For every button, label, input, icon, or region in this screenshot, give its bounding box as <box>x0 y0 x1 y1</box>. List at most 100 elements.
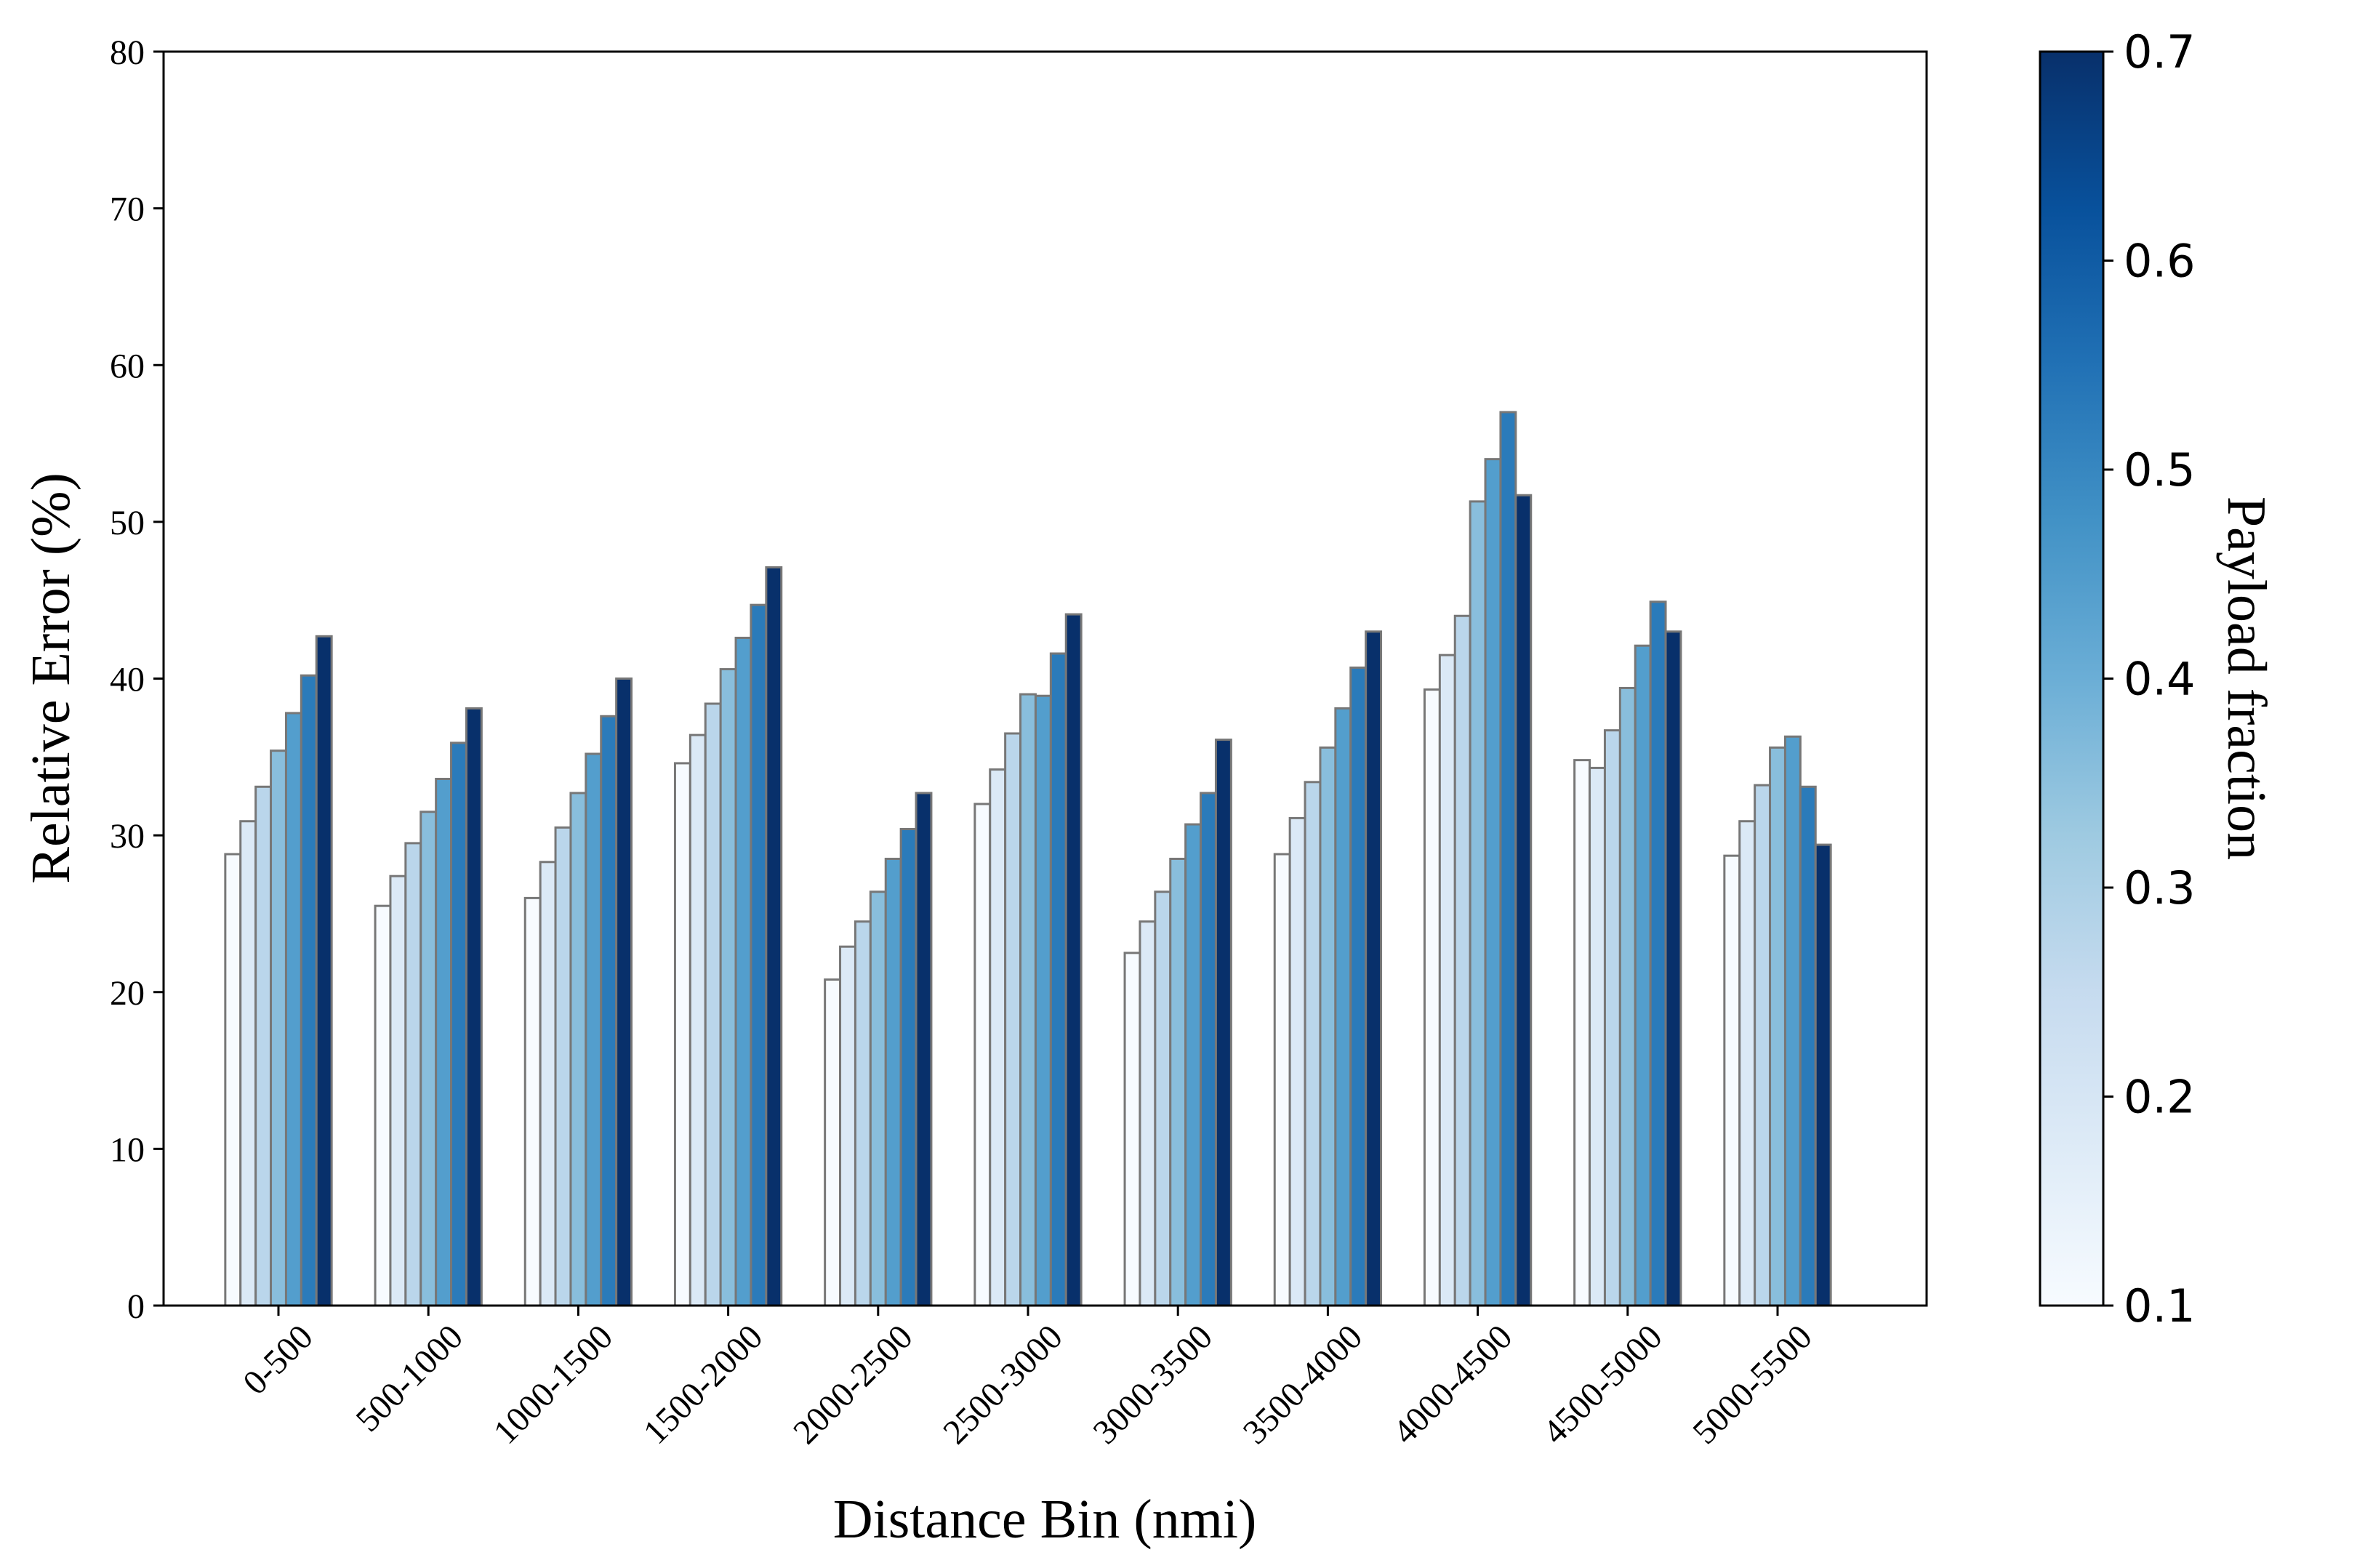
bar <box>1649 600 1667 1307</box>
bar <box>1139 920 1157 1307</box>
colorbar-tick-label: 0.2 <box>2124 1071 2196 1124</box>
y-tick-label: 10 <box>110 1130 145 1169</box>
x-axis-label: Distance Bin (nmi) <box>833 1489 1257 1550</box>
bar <box>1754 784 1772 1307</box>
bar <box>704 702 722 1307</box>
y-axis: 0 10 20 30 40 50 60 70 80 <box>110 33 164 1326</box>
bar <box>1200 792 1217 1307</box>
bar <box>1184 823 1202 1307</box>
bar <box>1319 746 1337 1307</box>
bar <box>1738 820 1756 1307</box>
bar <box>284 712 302 1307</box>
bar <box>1769 746 1786 1307</box>
bar <box>1154 890 1172 1307</box>
bar <box>569 792 587 1307</box>
colorbar-tick-label: 0.1 <box>2124 1279 2196 1332</box>
bar <box>523 896 542 1307</box>
bar <box>1349 666 1368 1307</box>
bar <box>989 768 1007 1307</box>
bar <box>300 674 318 1307</box>
bar <box>1123 952 1141 1307</box>
x-tick-label: 1500-2000 <box>636 1317 771 1452</box>
bar <box>239 820 257 1307</box>
y-tick-label: 0 <box>127 1287 145 1326</box>
bar <box>1064 613 1083 1307</box>
bar <box>1453 614 1471 1307</box>
bar <box>1034 694 1052 1307</box>
y-tick-label: 20 <box>110 974 145 1013</box>
bar <box>450 741 467 1307</box>
y-tick-label: 80 <box>110 33 145 72</box>
bar <box>869 890 887 1307</box>
colorbar-gradient <box>2039 50 2105 1307</box>
plot-frame <box>162 50 1928 1307</box>
bar <box>899 828 918 1307</box>
x-tick-label: 2000-2500 <box>786 1317 920 1452</box>
bar <box>404 842 422 1307</box>
colorbar-tick-label: 0.5 <box>2124 443 2196 496</box>
x-tick-label: 0-500 <box>236 1317 321 1402</box>
bar <box>884 857 902 1307</box>
bar <box>1783 735 1802 1307</box>
bar <box>973 803 992 1307</box>
bar <box>673 762 691 1307</box>
colorbar-tick-label: 0.7 <box>2124 25 2196 79</box>
bar <box>750 603 768 1307</box>
bar <box>554 826 572 1307</box>
bar <box>839 945 856 1307</box>
x-tick-label: 500-1000 <box>348 1317 470 1439</box>
x-axis: 0-500 500-1000 1000-1500 1500-2000 2000-2500… <box>236 1306 1820 1452</box>
bar <box>854 920 872 1307</box>
x-tick-label: 5000-5500 <box>1685 1317 1820 1452</box>
bar <box>719 668 737 1307</box>
y-tick-label: 40 <box>110 661 145 699</box>
bar <box>1664 630 1682 1307</box>
y-tick-label: 50 <box>110 504 145 542</box>
bar <box>1589 766 1606 1307</box>
bar <box>1573 759 1591 1307</box>
colorbar-tick-label: 0.6 <box>2124 235 2196 288</box>
y-axis-label: Relative Error (%) <box>20 473 81 884</box>
bar <box>224 853 242 1307</box>
bar <box>1049 652 1067 1307</box>
bar <box>1288 816 1306 1307</box>
bar <box>615 678 633 1307</box>
bar <box>765 566 783 1307</box>
bar <box>1019 693 1037 1307</box>
bar <box>315 635 333 1307</box>
bar <box>1169 857 1187 1307</box>
bar <box>1469 500 1487 1307</box>
y-tick-label: 30 <box>110 817 145 856</box>
bars-layer <box>224 411 1832 1307</box>
bar <box>1004 732 1022 1307</box>
bar <box>1273 853 1291 1307</box>
y-tick-label: 70 <box>110 190 145 229</box>
bar <box>1304 781 1322 1307</box>
x-tick-label: 3500-4000 <box>1236 1317 1370 1452</box>
x-tick-label: 4500-5000 <box>1535 1317 1670 1452</box>
x-tick-label: 4000-4500 <box>1386 1317 1520 1452</box>
bar <box>824 978 842 1307</box>
bar <box>254 785 273 1307</box>
x-tick-label: 2500-3000 <box>936 1317 1070 1452</box>
bar <box>585 752 603 1307</box>
bar <box>435 778 453 1307</box>
bar <box>1214 739 1232 1307</box>
bar <box>389 875 407 1307</box>
x-tick-label: 1000-1500 <box>486 1317 621 1452</box>
bar <box>915 792 933 1307</box>
bar <box>600 715 618 1307</box>
bar <box>688 733 707 1307</box>
bar <box>374 904 392 1307</box>
colorbar-tick-label: 0.3 <box>2124 861 2196 914</box>
colorbar: 0.1 0.2 0.3 0.4 0.5 0.6 0.7 <box>2039 25 2196 1332</box>
y-tick-label: 60 <box>110 347 145 385</box>
bar <box>1514 494 1533 1307</box>
x-tick-label: 3000-3500 <box>1085 1317 1220 1452</box>
bar <box>1634 644 1652 1307</box>
bar <box>1484 458 1502 1307</box>
bar <box>1438 654 1456 1307</box>
bar <box>1365 630 1383 1307</box>
bar <box>1603 729 1621 1307</box>
